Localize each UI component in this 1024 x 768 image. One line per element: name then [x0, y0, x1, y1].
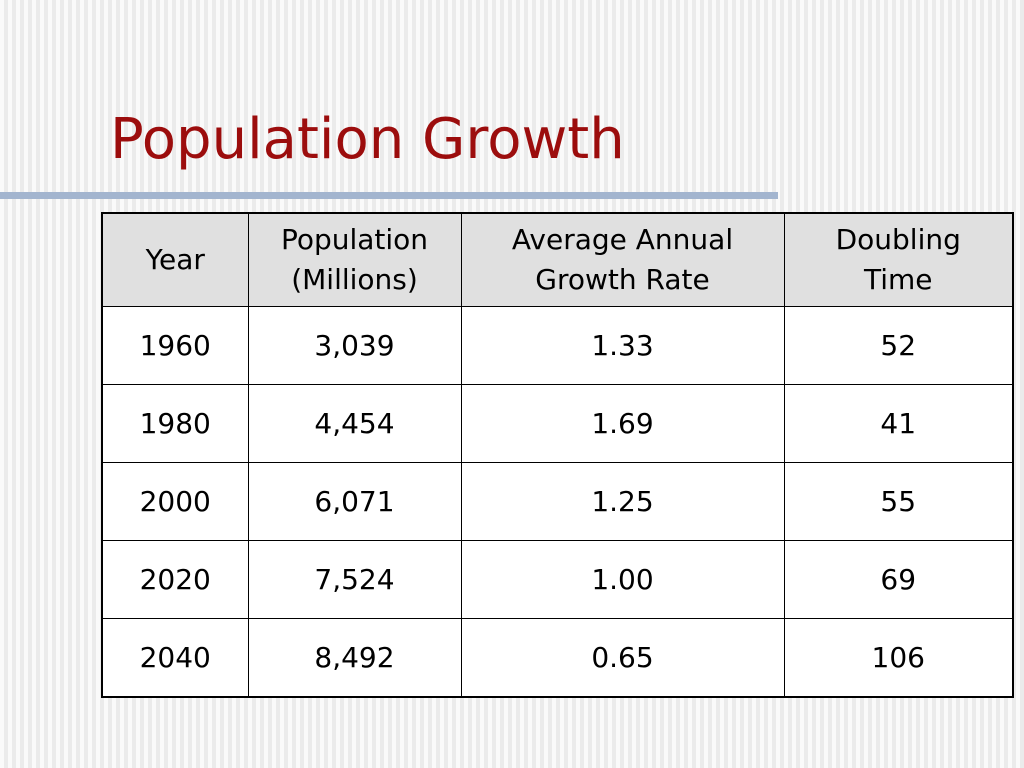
cell-growth-rate: 1.25 [460, 462, 785, 541]
cell-year: 1960 [101, 306, 249, 385]
cell-doubling-time: 69 [783, 540, 1014, 619]
cell-growth-rate: 1.33 [460, 306, 785, 385]
title-divider [0, 192, 778, 199]
table-row: 1980 4,454 1.69 41 [101, 384, 1014, 463]
table-row: 1960 3,039 1.33 52 [101, 306, 1014, 385]
header-population: Population (Millions) [247, 212, 462, 307]
header-growth-rate-line-2: Growth Rate [535, 263, 710, 296]
header-doubling-time-line-2: Time [863, 263, 933, 296]
table-row: 2040 8,492 0.65 106 [101, 618, 1014, 698]
header-year: Year [101, 212, 249, 307]
cell-doubling-time: 41 [783, 384, 1014, 463]
cell-population: 6,071 [247, 462, 462, 541]
cell-doubling-time: 52 [783, 306, 1014, 385]
header-population-line-1: Population [280, 223, 429, 256]
cell-population: 8,492 [247, 618, 462, 698]
header-doubling-time-line-1: Doubling [835, 223, 961, 256]
cell-year: 2020 [101, 540, 249, 619]
cell-year: 1980 [101, 384, 249, 463]
cell-doubling-time: 55 [783, 462, 1014, 541]
table-row: 2020 7,524 1.00 69 [101, 540, 1014, 619]
cell-year: 2040 [101, 618, 249, 698]
cell-growth-rate: 0.65 [460, 618, 785, 698]
cell-doubling-time: 106 [783, 618, 1014, 698]
cell-population: 4,454 [247, 384, 462, 463]
header-growth-rate: Average Annual Growth Rate [460, 212, 785, 307]
header-year-line: Year [145, 243, 205, 276]
header-doubling-time: Doubling Time [783, 212, 1014, 307]
cell-year: 2000 [101, 462, 249, 541]
slide-title: Population Growth [110, 107, 625, 172]
table-row: 2000 6,071 1.25 55 [101, 462, 1014, 541]
cell-population: 7,524 [247, 540, 462, 619]
header-row: Year Population (Millions) Average Annua… [101, 212, 1014, 307]
population-table: Year Population (Millions) Average Annua… [101, 212, 1014, 698]
header-population-line-2: (Millions) [291, 263, 418, 296]
cell-growth-rate: 1.69 [460, 384, 785, 463]
cell-growth-rate: 1.00 [460, 540, 785, 619]
header-growth-rate-line-1: Average Annual [511, 223, 734, 256]
cell-population: 3,039 [247, 306, 462, 385]
